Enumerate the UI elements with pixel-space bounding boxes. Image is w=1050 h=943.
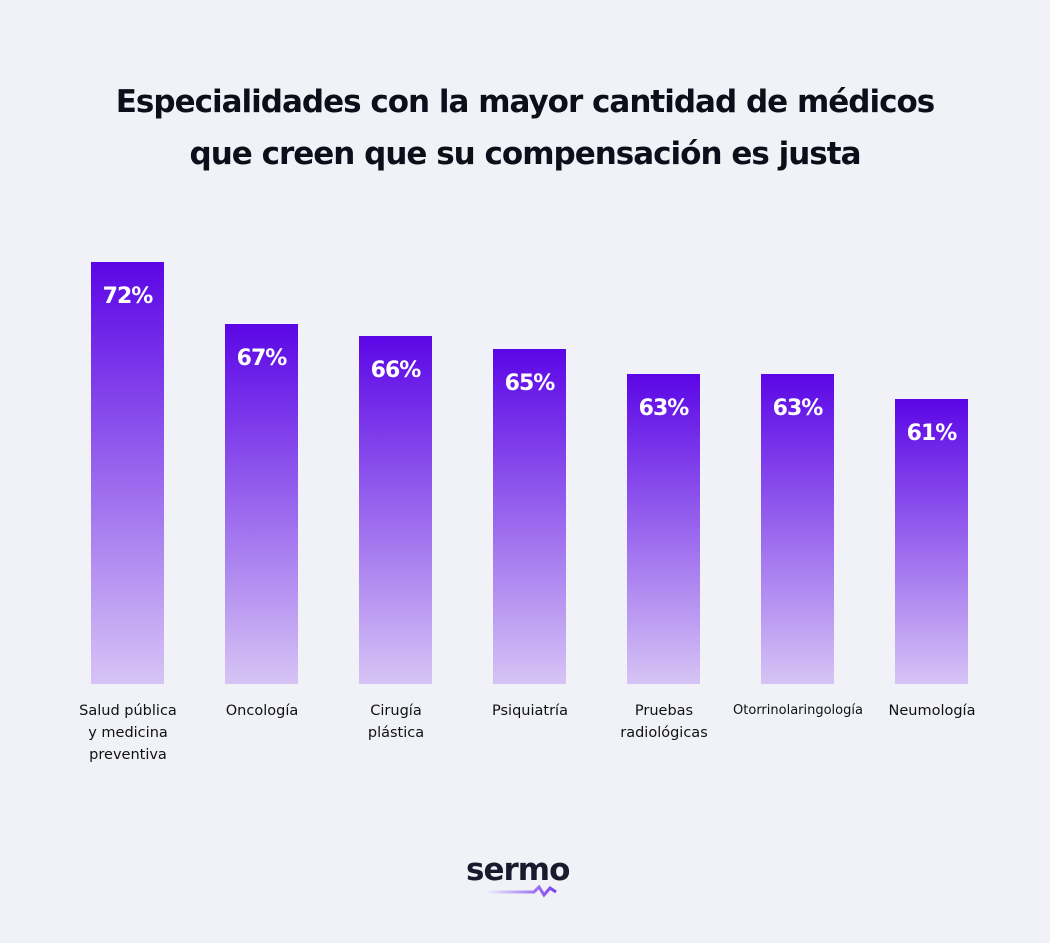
bar bbox=[225, 324, 298, 684]
data-label: 72% bbox=[102, 284, 154, 309]
category-label: Psiquiatría bbox=[492, 703, 568, 719]
category-label: Pruebas radiológicas bbox=[620, 703, 708, 741]
sermo-logo: sermo bbox=[466, 850, 586, 900]
bar bbox=[359, 336, 432, 684]
chart-title: Especialidades con la mayor cantidad de … bbox=[115, 84, 936, 172]
category-label: Otorrinolaringología bbox=[733, 703, 863, 718]
category-label: Cirugía plástica bbox=[367, 703, 425, 741]
category-label: Neumología bbox=[888, 703, 976, 719]
logo-text: sermo bbox=[466, 852, 570, 888]
data-label: 67% bbox=[236, 346, 288, 372]
data-label: 63% bbox=[772, 395, 824, 421]
category-label: Oncología bbox=[225, 703, 299, 719]
logo-pulse-icon bbox=[486, 884, 557, 898]
data-label: 61% bbox=[906, 420, 958, 446]
bar bbox=[761, 373, 834, 684]
bar bbox=[493, 348, 566, 684]
bar bbox=[627, 373, 700, 684]
bar bbox=[895, 398, 968, 684]
data-label: 63% bbox=[638, 395, 690, 421]
data-label: 66% bbox=[370, 358, 422, 384]
category-label: Salud pública y medicina preventiva bbox=[79, 703, 177, 763]
data-label: 65% bbox=[504, 370, 556, 396]
bar bbox=[91, 262, 164, 684]
